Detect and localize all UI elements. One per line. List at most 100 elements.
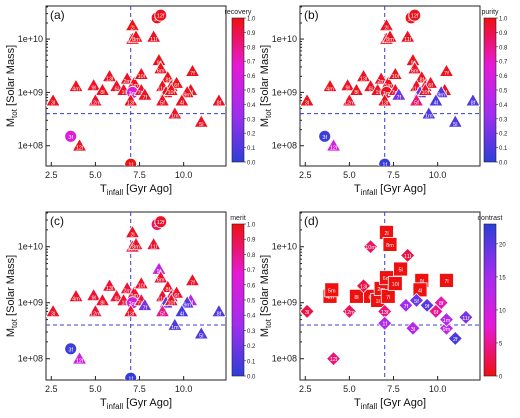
data-point-label: 1l <box>122 90 126 96</box>
y-tick-label: 1e+09 <box>18 87 43 97</box>
data-point-label: 12m <box>90 311 101 317</box>
data-point <box>373 70 389 85</box>
data-point-label: 5l <box>199 334 203 340</box>
data-point <box>387 66 403 80</box>
data-point-label: 3l <box>51 101 55 107</box>
colorbar-tick-label: 0.0 <box>499 161 508 167</box>
data-point-label: 12l <box>330 146 337 152</box>
data-point-label: 6f <box>428 83 433 89</box>
data-point-label: 6f <box>434 310 439 316</box>
colorbar-tick-label: 0.3 <box>499 117 508 123</box>
data-point-label: 12m <box>344 101 355 107</box>
data-point-label: 12l <box>330 357 337 363</box>
x-tick-label: 10.0 <box>175 170 193 180</box>
y-tick-label: 1e+08 <box>272 354 297 364</box>
data-point <box>108 78 125 92</box>
data-point-label: 7f <box>444 71 449 77</box>
data-point <box>46 92 61 107</box>
data-point-label: 2l <box>130 232 134 238</box>
data-point-label: 7f <box>397 95 402 101</box>
data-point-label: 2m <box>123 288 131 294</box>
data-point-label: 9l <box>92 295 96 301</box>
data-point <box>465 92 480 107</box>
colorbar-tick-label: 0.8 <box>247 45 256 51</box>
colorbar-tick-label: 0.9 <box>247 238 256 244</box>
data-point-label: 3f <box>68 347 73 353</box>
data-point <box>458 309 474 325</box>
colorbar-tick-label: 1.0 <box>247 17 256 23</box>
data-point-label: 5m <box>130 293 138 299</box>
colorbar-tick-label: 0.6 <box>499 74 508 80</box>
data-point <box>167 105 183 120</box>
data-point-label: 9f <box>425 304 430 310</box>
data-point-label: 8m <box>132 37 140 43</box>
x-tick-label: 5.0 <box>89 384 102 394</box>
x-axis-label: Tinfall [Gyr Ago] <box>354 183 426 197</box>
data-point <box>163 82 179 96</box>
data-point-label: 12l <box>76 359 83 365</box>
data-point-label: 4l <box>418 288 422 294</box>
data-point <box>438 63 455 77</box>
colorbar-tick-label: 1.0 <box>247 223 256 229</box>
colorbar-tick-label: 0.8 <box>499 45 508 51</box>
data-point-label: 6m <box>411 69 419 75</box>
colorbar-tick-label: 0.0 <box>247 375 256 381</box>
data-point <box>419 297 435 313</box>
data-point-label: 11l <box>150 37 157 43</box>
data-point-label: 6l <box>368 86 372 92</box>
data-point-label: 10f <box>167 300 175 306</box>
data-point <box>153 60 169 75</box>
data-point <box>68 288 84 302</box>
data-point <box>378 157 392 166</box>
data-point-label: 9l <box>346 85 350 91</box>
data-point-label: 5l <box>199 122 203 128</box>
data-point-label: 5f <box>414 101 419 107</box>
colorbar-tick-label: 20 <box>499 242 506 248</box>
data-point-label: 2f <box>453 337 458 343</box>
colorbar-tick-label: 0.9 <box>247 31 256 37</box>
data-point-label: 1m <box>443 318 451 324</box>
data-point <box>433 84 449 99</box>
data-point <box>339 77 356 92</box>
data-point-label: 3m <box>383 91 391 97</box>
x-tick-label: 7.5 <box>133 170 146 180</box>
data-point-label: 1l <box>376 299 380 305</box>
data-point-label: 6m <box>383 276 391 282</box>
data-point <box>168 75 185 89</box>
data-point-label: 10l <box>138 284 145 290</box>
x-tick-label: 5.0 <box>343 384 356 394</box>
colorbar-tick-label: 0.5 <box>499 89 508 95</box>
colorbar-tick-label: 0.7 <box>499 60 508 66</box>
data-point-label: 6m <box>157 278 165 284</box>
panel-label: (b) <box>304 8 319 22</box>
x-axis-label: Tinfall [Gyr Ago] <box>100 183 172 197</box>
y-tick-label: 1e+08 <box>18 141 43 151</box>
data-point-label: 8m <box>386 37 394 43</box>
colorbar-label: recovery <box>225 9 252 16</box>
data-point-label: 13f <box>381 310 389 316</box>
data-point <box>123 303 139 318</box>
y-axis-label: Mtot [Solar Mass] <box>259 255 273 337</box>
x-tick-label: 7.5 <box>387 384 400 394</box>
data-point-label: 2l <box>384 231 388 237</box>
colorbar <box>231 17 245 163</box>
data-point <box>438 320 455 336</box>
data-point-label: 8f <box>471 101 476 107</box>
data-point-label: 3l <box>305 101 309 107</box>
data-point-label: 12f <box>157 220 165 226</box>
data-point <box>407 60 423 75</box>
data-point <box>119 70 135 85</box>
data-point <box>68 78 84 92</box>
y-axis-label: Mtot [Solar Mass] <box>259 45 273 127</box>
data-point-label: 6f <box>174 293 179 299</box>
colorbar-tick-label: 0.7 <box>247 60 256 66</box>
data-point-label: 8l <box>354 295 358 301</box>
colorbar-tick-label: 0.8 <box>247 253 256 259</box>
colorbar-tick-label: 0.6 <box>247 283 256 289</box>
x-axis-label: Tinfall [Gyr Ago] <box>100 397 172 411</box>
colorbar-tick-label: 0.4 <box>247 103 256 109</box>
data-point-label: 2m <box>377 79 385 85</box>
y-tick-label: 1e+09 <box>272 87 297 97</box>
data-point-label: 1m <box>171 325 179 331</box>
